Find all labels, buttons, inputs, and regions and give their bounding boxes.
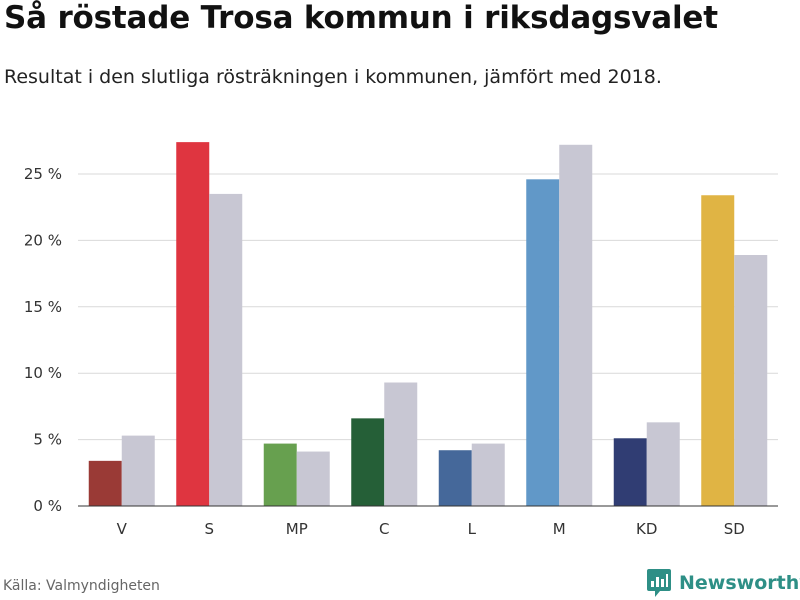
bar-s-2022 — [176, 142, 210, 507]
chart-subtitle: Resultat i den slutliga rösträkningen i … — [4, 66, 662, 88]
bar-l-2022 — [438, 450, 472, 506]
y-tick-label: 25 % — [24, 165, 62, 183]
x-tick-label: V — [117, 520, 128, 538]
bar-kd-2022 — [613, 438, 647, 506]
y-tick-labels: 0 % 5 % 10 % 15 % 20 % 25 % — [24, 165, 62, 515]
newsworthy-logo-icon — [647, 569, 671, 597]
brand-logo: Newsworthy — [646, 568, 800, 598]
x-tick-label: MP — [286, 520, 308, 538]
x-tick-label: L — [468, 520, 477, 538]
y-tick-label: 5 % — [33, 431, 62, 449]
y-tick-label: 0 % — [33, 497, 62, 515]
y-tick-label: 10 % — [24, 364, 62, 382]
bar-chart: 0 % 5 % 10 % 15 % 20 % 25 % V S MP C L M KD SD — [24, 142, 778, 538]
bar-kd-2018 — [646, 422, 680, 506]
bar-v-2022 — [88, 460, 122, 506]
bar-sd-2018 — [734, 255, 768, 506]
brand-name: Newsworthy — [679, 572, 800, 594]
x-tick-label: KD — [636, 520, 657, 538]
x-tick-label: M — [553, 520, 566, 538]
bar-s-2018 — [209, 193, 243, 507]
x-tick-label: C — [379, 520, 389, 538]
source-note: Källa: Valmyndigheten — [3, 578, 160, 594]
bar-c-2022 — [351, 418, 385, 506]
bar-sd-2022 — [701, 195, 735, 507]
x-tick-labels: V S MP C L M KD SD — [117, 520, 745, 538]
bar-m-2022 — [526, 179, 560, 506]
bars — [88, 142, 768, 507]
bar-m-2018 — [559, 144, 593, 506]
bar-v-2018 — [121, 435, 155, 506]
bar-l-2018 — [471, 443, 505, 506]
x-tick-label: SD — [724, 520, 745, 538]
x-tick-label: S — [204, 520, 214, 538]
bar-c-2018 — [384, 382, 418, 506]
y-tick-label: 15 % — [24, 298, 62, 316]
bar-mp-2018 — [296, 451, 330, 506]
y-tick-label: 20 % — [24, 231, 62, 249]
chart-title: Så röstade Trosa kommun i riksdagsvalet — [4, 0, 718, 36]
bar-mp-2022 — [263, 443, 297, 506]
